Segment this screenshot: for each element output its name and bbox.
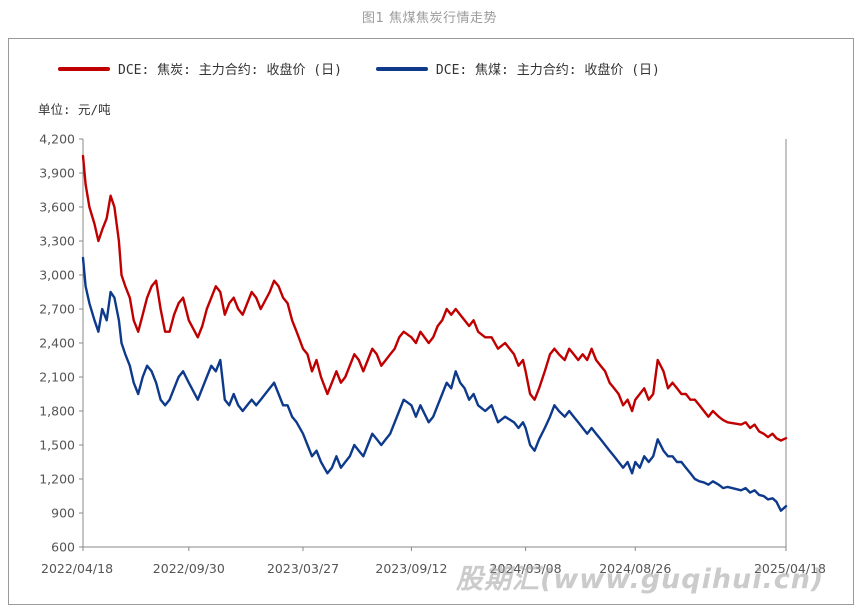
y-tick-label: 3,000 xyxy=(39,268,75,283)
y-tick-label: 900 xyxy=(51,506,75,521)
y-tick-label: 1,200 xyxy=(39,472,75,487)
x-tick-label: 2024/08/26 xyxy=(599,561,671,576)
chart-series xyxy=(81,154,788,512)
figure-title: 图1 焦煤焦炭行情走势 xyxy=(362,11,497,26)
x-tick-label: 2022/09/30 xyxy=(153,561,225,576)
legend-item-coking-coal: DCE: 焦煤: 主力合约: 收盘价 (日) xyxy=(375,59,660,78)
chart-frame xyxy=(8,38,854,605)
x-tick-label: 2022/04/18 xyxy=(41,561,113,576)
y-tick-label: 4,200 xyxy=(39,132,75,147)
y-tick-label: 3,600 xyxy=(39,200,75,215)
legend-swatch-coke xyxy=(58,66,110,71)
chart-legend: DCE: 焦炭: 主力合约: 收盘价 (日) DCE: 焦煤: 主力合约: 收盘… xyxy=(58,59,660,78)
legend-swatch-coking-coal xyxy=(375,66,428,71)
coking-coal-price-line xyxy=(81,256,788,512)
y-tick-label: 3,300 xyxy=(39,234,75,249)
x-tick-label: 2023/09/12 xyxy=(375,561,447,576)
watermark-text: 股期汇(www.guqihui.cn) xyxy=(456,564,825,595)
legend-item-coke: DCE: 焦炭: 主力合约: 收盘价 (日) xyxy=(58,59,342,78)
x-tick-label: 2023/03/27 xyxy=(267,561,339,576)
x-tick-label: 2024/03/08 xyxy=(490,561,562,576)
legend-label-coking-coal: DCE: 焦煤: 主力合约: 收盘价 (日) xyxy=(435,63,660,78)
y-tick-label: 2,400 xyxy=(39,336,75,351)
y-tick-label: 3,900 xyxy=(39,166,75,181)
y-tick-label: 2,700 xyxy=(39,302,75,317)
coke-price-line xyxy=(81,154,788,442)
legend-label-coke: DCE: 焦炭: 主力合约: 收盘价 (日) xyxy=(118,63,342,78)
y-tick-label: 600 xyxy=(51,540,75,555)
unit-label: 单位: 元/吨 xyxy=(38,102,111,117)
y-tick-label: 2,100 xyxy=(39,370,75,385)
x-tick-label: 2025/04/18 xyxy=(754,561,826,576)
chart-axes: 600 900 1,200 1,500 1,800 2,100 2,400 2,700 3,00… xyxy=(39,132,826,577)
y-tick-label: 1,800 xyxy=(39,404,75,419)
y-tick-label: 1,500 xyxy=(39,438,75,453)
